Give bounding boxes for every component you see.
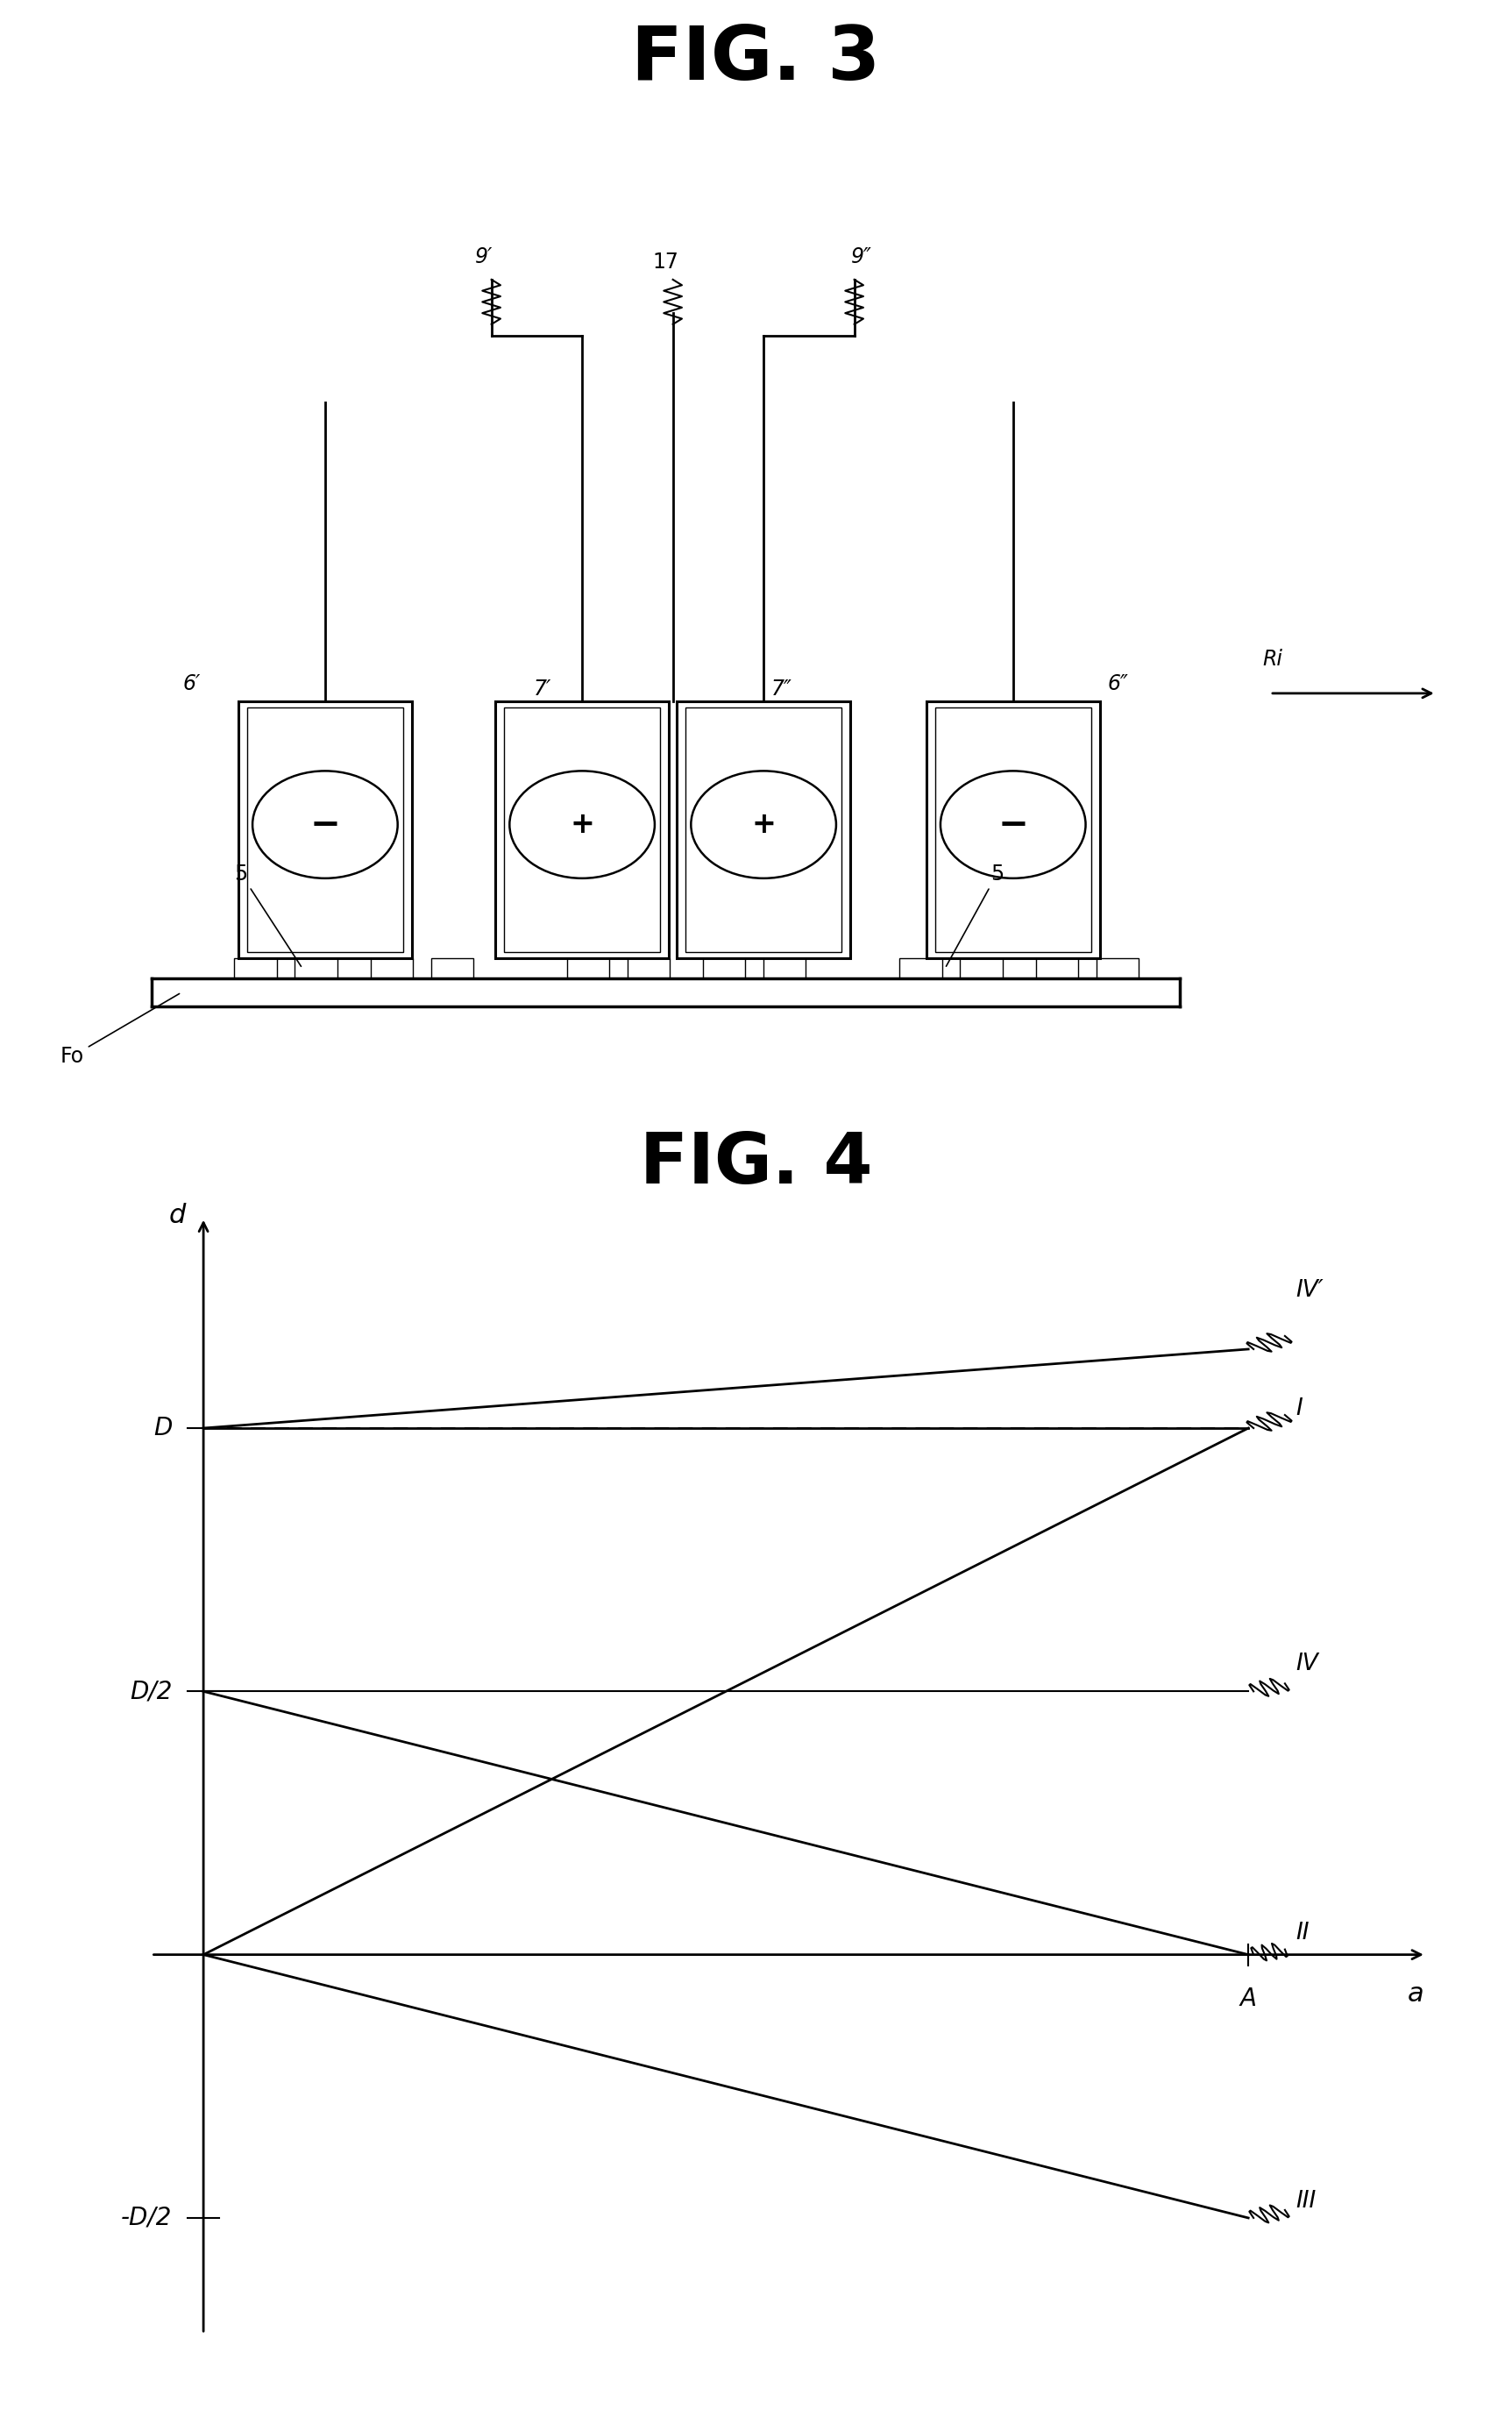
Bar [234,958,277,977]
Text: D: D [153,1415,172,1442]
Text: 6″: 6″ [1107,673,1128,695]
Text: 6′: 6′ [183,673,200,695]
Bar [431,958,473,977]
Text: IV: IV [1296,1653,1318,1675]
Bar [505,707,659,951]
Text: −: − [310,807,340,844]
Text: +: + [751,810,776,839]
Circle shape [691,771,836,878]
Text: IV′: IV′ [1296,1279,1323,1301]
Bar [703,958,745,977]
Circle shape [940,771,1086,878]
Bar [1036,958,1078,977]
Bar [960,958,1002,977]
Bar [686,707,841,951]
Bar [934,707,1092,951]
Text: +: + [570,810,594,839]
Text: -D/2: -D/2 [121,2205,172,2229]
Text: A: A [1240,1986,1256,2010]
Text: 7″: 7″ [771,678,792,700]
Bar [627,958,670,977]
Bar [900,958,942,977]
Bar [567,958,609,977]
Text: D/2: D/2 [130,1680,172,1704]
Text: I: I [1296,1398,1302,1420]
Bar [295,958,337,977]
Text: Ri: Ri [1263,649,1282,671]
Bar [496,700,668,958]
Text: 5: 5 [947,863,1004,965]
Bar [248,707,402,951]
Text: FIG. 3: FIG. 3 [632,22,880,95]
Text: 9′: 9′ [475,246,493,267]
Text: −: − [998,807,1028,844]
Circle shape [510,771,655,878]
Bar [239,700,411,958]
Bar [370,958,413,977]
Text: III: III [1296,2190,1315,2212]
Text: 7′: 7′ [534,678,552,700]
Circle shape [253,771,398,878]
Text: Fo: Fo [60,994,180,1067]
Bar [764,958,806,977]
Text: a: a [1408,1981,1424,2006]
Text: II: II [1296,1920,1309,1945]
Text: 17: 17 [652,253,679,272]
Text: FIG. 4: FIG. 4 [640,1130,872,1198]
Bar [1096,958,1139,977]
Bar [925,700,1101,958]
Text: 5: 5 [234,863,301,968]
Text: 9″: 9″ [851,246,872,267]
Bar [677,700,850,958]
Text: d: d [169,1203,186,1228]
